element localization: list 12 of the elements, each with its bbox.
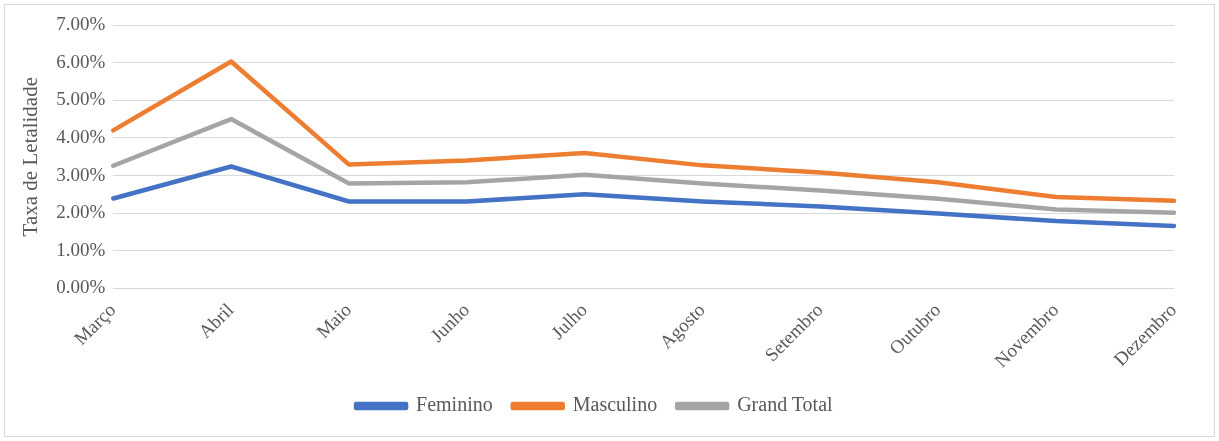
y-tick-label: 1.00%: [56, 238, 106, 260]
legend-label: Feminino: [416, 393, 493, 416]
legend-label: Masculino: [572, 393, 658, 416]
y-tick-label: 0.00%: [56, 276, 106, 298]
y-axis-title: Taxa de Letalidade: [18, 76, 43, 237]
y-tick-label: 7.00%: [56, 12, 106, 34]
y-tick-label: 3.00%: [56, 163, 106, 185]
y-tick-label: 5.00%: [56, 88, 106, 110]
y-tick-label: 6.00%: [56, 50, 106, 72]
y-tick-label: 2.00%: [56, 201, 106, 223]
y-tick-label: 4.00%: [56, 125, 106, 147]
legend-label: Grand Total: [737, 393, 834, 416]
